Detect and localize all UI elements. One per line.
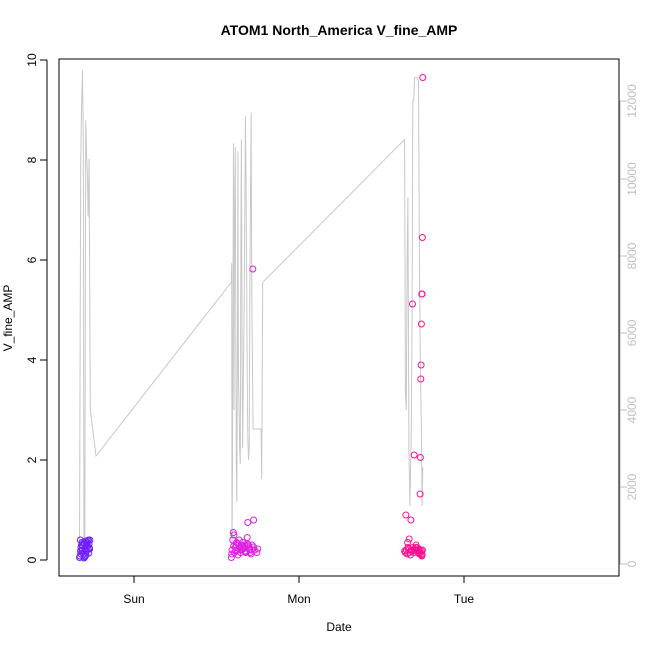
data-point-3-39 [409,300,416,308]
data-point-2-31 [249,265,257,273]
data-point-2-4 [230,531,238,539]
data-point-1-32 [83,540,91,548]
data-point-2-39 [234,540,242,547]
chart-title: ATOM1 North_America V_fine_AMP [221,22,458,38]
data-point-2-44 [244,540,251,548]
right-axis-line-layer [79,70,424,553]
y2-tick-label-12000: 12000 [625,84,639,118]
data-point-1-27 [84,537,92,545]
y-tick-label-6: 6 [25,256,39,263]
y-axis-left: 0 2 4 6 8 10 [25,53,48,563]
data-point-2-0 [227,554,235,561]
data-point-3-41 [412,544,420,551]
data-point-1-23 [78,547,86,555]
data-point-3-26 [417,320,425,328]
data-point-2-40 [236,544,244,551]
plot-frame [58,58,620,577]
data-point-3-35 [402,511,410,519]
data-point-3-38 [407,516,415,524]
data-point-2-24 [243,534,251,541]
x-tick-label-mon: Mon [287,592,310,606]
y-tick-label-4: 4 [25,356,39,363]
y2-tick-label-8000: 8000 [625,242,639,269]
data-point-3-40 [410,451,418,459]
y2-tick-label-4000: 4000 [625,396,639,423]
data-point-1-33 [85,549,93,557]
data-point-2-25 [244,519,252,526]
data-point-3-37 [405,535,413,543]
data-point-3-29 [416,454,424,461]
series-line-0 [79,70,424,553]
y-tick-label-0: 0 [25,556,39,563]
data-point-2-47 [250,543,257,551]
y2-tick-label-6000: 6000 [625,319,639,346]
x-tick-label-tue: Tue [454,592,475,606]
data-point-2-45 [246,544,253,552]
data-point-3-42 [414,547,421,555]
data-point-3-28 [417,375,425,383]
data-point-2-43 [242,548,249,556]
y-axis-right: 0 2000 4000 6000 8000 10000 12000 [619,84,639,567]
data-point-1-30 [79,542,87,550]
data-point-3-32 [417,547,425,555]
data-point-3-27 [417,361,425,369]
data-point-1-24 [80,539,88,546]
y-tick-label-8: 8 [25,156,39,163]
data-point-3-22 [419,74,427,81]
data-point-3-25 [418,290,426,298]
data-point-3-30 [416,490,424,498]
x-tick-label-sun: Sun [123,592,144,606]
data-point-3-36 [404,539,412,546]
data-point-3-33 [417,551,425,559]
points-layer [76,74,427,562]
data-point-1-31 [81,553,89,561]
x-axis-label: Date [326,620,352,634]
y-tick-label-2: 2 [25,456,39,463]
data-point-2-32 [250,516,258,524]
y-axis-label: V_fine_AMP [1,285,15,352]
x-axis: Sun Mon Tue [123,576,474,606]
y2-tick-label-0: 0 [625,560,639,567]
data-point-3-43 [415,545,423,553]
data-point-3-23 [418,234,426,241]
y2-tick-label-10000: 10000 [625,162,639,196]
y2-tick-label-2000: 2000 [625,473,639,500]
data-point-3-34 [418,546,426,554]
y-tick-label-10: 10 [25,53,39,67]
